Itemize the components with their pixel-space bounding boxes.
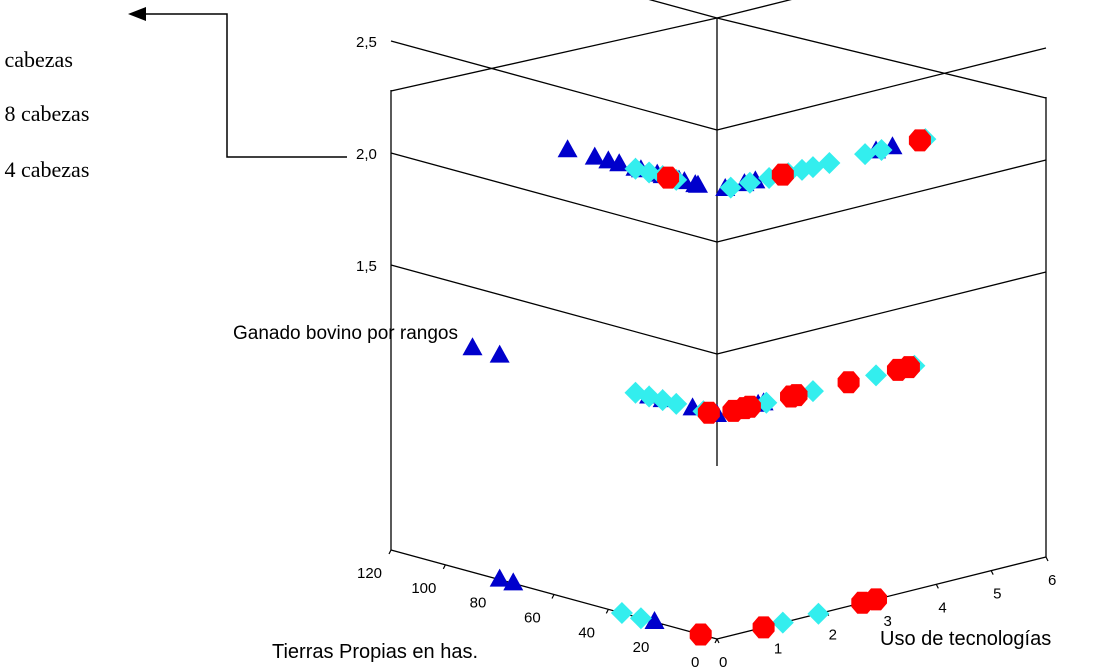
data-point-circle xyxy=(897,356,920,379)
data-point-triangle xyxy=(462,337,483,356)
left-depth-tick-label: 40 xyxy=(578,624,595,641)
right-depth-tick-mark xyxy=(716,638,720,644)
left-depth-tick-mark xyxy=(442,564,446,570)
data-point-circle xyxy=(752,616,775,639)
left-depth-tick-label: 120 xyxy=(357,565,382,582)
vertical-axis-label: Ganado bovino por rangos xyxy=(233,323,458,344)
data-point-triangle xyxy=(644,610,665,629)
right-depth-tick-label: 3 xyxy=(884,613,892,630)
data-point-diamond xyxy=(738,171,761,194)
right-depth-tick-mark xyxy=(935,584,939,589)
data-point-diamond xyxy=(865,364,888,387)
legend-entry: 9 cabezas xyxy=(0,47,73,72)
data-point-diamond xyxy=(771,611,794,634)
data-point-triangle xyxy=(557,139,578,158)
data-point-circle xyxy=(837,371,860,394)
left-depth-tick-label: 80 xyxy=(470,595,487,612)
right-depth-tick-label: 6 xyxy=(1048,572,1056,589)
data-point-triangle xyxy=(598,150,619,169)
legend-connector-arrow xyxy=(140,13,347,158)
chart-grid xyxy=(390,0,1047,640)
vertical-tick-label: 2,5 xyxy=(356,34,377,51)
data-point-triangle xyxy=(489,568,510,587)
right-depth-tick-label: 2 xyxy=(829,627,837,644)
data-point-circle xyxy=(785,384,808,407)
left-depth-tick-mark xyxy=(388,549,392,555)
gridline-left-wall xyxy=(390,152,718,243)
data-point-circle xyxy=(908,129,931,152)
data-point-triangle xyxy=(489,344,510,363)
right-depth-tick-label: 4 xyxy=(938,599,946,616)
gridline-left-wall xyxy=(390,264,718,355)
gridline-left-wall xyxy=(648,0,718,19)
left-depth-tick-label: 60 xyxy=(524,610,541,627)
right-depth-tick-label: 0 xyxy=(719,654,727,669)
data-point-diamond xyxy=(818,151,841,174)
right-depth-axis-label: Uso de tecnologías xyxy=(880,628,1051,650)
data-point-triangle xyxy=(609,153,630,172)
left-depth-tick-label: 100 xyxy=(411,580,436,597)
data-point-diamond xyxy=(629,607,652,630)
data-point-triangle xyxy=(687,174,708,193)
data-point-circle xyxy=(865,588,888,611)
data-point-circle xyxy=(689,623,712,646)
left-depth-axis-label: Tierras Propias en has. xyxy=(272,641,478,663)
legend-entry: y 8 cabezas xyxy=(0,101,89,126)
data-point-diamond xyxy=(610,602,633,625)
vertical-tick-label: 2,0 xyxy=(356,146,377,163)
data-point-circle xyxy=(697,401,720,424)
data-point-diamond xyxy=(801,156,824,179)
data-point-circle xyxy=(738,395,761,418)
data-point-triangle xyxy=(503,572,524,591)
wall-left-top xyxy=(390,17,718,92)
data-point-circle xyxy=(771,163,794,186)
right-depth-tick-mark xyxy=(1045,556,1049,562)
data-point-diamond xyxy=(719,176,742,199)
gridline-right-wall xyxy=(716,271,1047,355)
gridline-right-wall xyxy=(716,47,1047,131)
right-depth-tick-label: 1 xyxy=(774,640,782,657)
left-depth-tick-label: 20 xyxy=(633,639,650,656)
gridline-right-wall xyxy=(716,159,1047,243)
vertical-tick-label: 1,5 xyxy=(356,258,377,275)
legend-entry: y 4 cabezas xyxy=(0,157,89,182)
data-point-triangle xyxy=(584,146,605,165)
data-point-diamond xyxy=(870,139,893,161)
gridline-right-wall xyxy=(716,0,792,19)
left-depth-tick-mark xyxy=(551,594,555,599)
gridline-left-wall xyxy=(390,40,718,131)
data-point-diamond xyxy=(854,143,877,166)
data-point-diamond xyxy=(807,602,830,625)
left-depth-tick-label: 0 xyxy=(691,654,699,669)
data-point-circle xyxy=(657,166,680,189)
left-depth-tick-mark xyxy=(605,609,609,614)
wall-right-top xyxy=(716,17,1047,99)
data-points xyxy=(462,128,937,646)
data-point-diamond xyxy=(665,392,688,415)
arrowhead-icon xyxy=(128,7,146,21)
right-depth-tick-mark xyxy=(990,570,994,575)
right-depth-tick-label: 5 xyxy=(993,586,1001,603)
